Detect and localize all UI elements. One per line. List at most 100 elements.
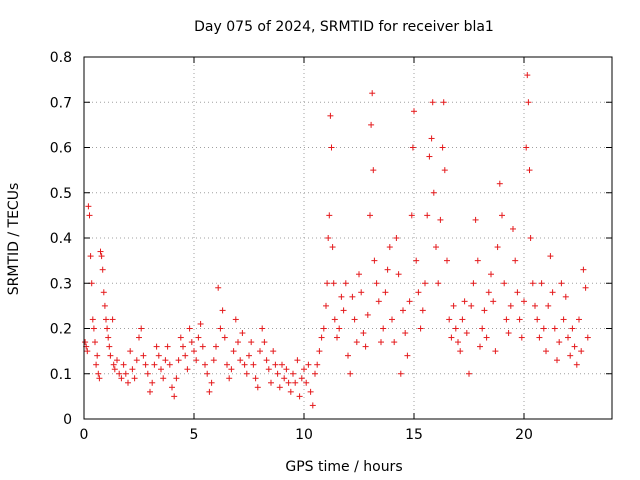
data-point (474, 257, 481, 264)
data-point (125, 379, 131, 386)
data-point (204, 370, 211, 377)
data-point (217, 325, 224, 332)
data-point (164, 343, 171, 350)
data-point (243, 370, 250, 377)
data-point (147, 388, 153, 395)
data-point (525, 99, 532, 106)
data-point (340, 307, 347, 314)
data-point (202, 361, 208, 368)
data-point (510, 225, 516, 232)
data-point (481, 307, 488, 314)
data-point (268, 379, 274, 386)
x-tick-label-3: 15 (405, 427, 423, 443)
data-point (89, 316, 96, 323)
data-point (281, 375, 288, 382)
data-point (270, 348, 277, 355)
data-point (252, 375, 259, 382)
data-point (378, 339, 384, 346)
data-point (274, 370, 281, 377)
data-point (492, 348, 499, 355)
x-tick-label-0: 0 (80, 427, 89, 443)
data-point (191, 348, 197, 355)
data-point (261, 339, 268, 346)
data-point (82, 339, 89, 346)
data-point (215, 284, 222, 291)
data-point (153, 343, 160, 350)
y-axis-label: SRMTID / TECUs (6, 183, 22, 296)
data-point (369, 90, 376, 97)
data-point (371, 257, 378, 264)
data-point (404, 352, 411, 359)
data-point (558, 280, 565, 287)
data-point (169, 384, 175, 391)
data-point (358, 289, 365, 296)
data-point (122, 370, 129, 377)
data-point (507, 302, 514, 309)
data-point (246, 352, 252, 359)
data-point (294, 357, 301, 364)
data-point (413, 257, 420, 264)
y-tick-label-5: 0.5 (50, 186, 72, 202)
data-point (331, 316, 338, 323)
data-point (393, 235, 400, 241)
data-point (477, 343, 483, 350)
data-point (239, 330, 246, 337)
data-point (584, 334, 591, 341)
x-tick-label-1: 5 (190, 427, 199, 443)
data-point (263, 357, 270, 364)
data-point (429, 99, 436, 106)
data-point (573, 361, 580, 368)
data-point (450, 302, 457, 309)
data-point (228, 366, 235, 373)
data-point (448, 334, 455, 341)
data-point (149, 379, 156, 386)
data-point (516, 316, 523, 323)
y-tick-label-7: 0.7 (50, 95, 72, 111)
data-point (235, 339, 241, 346)
data-point (325, 235, 332, 241)
data-point (90, 325, 97, 332)
data-point (109, 316, 116, 323)
data-point (545, 302, 552, 309)
data-point (512, 257, 519, 264)
data-point (501, 280, 508, 287)
data-point (326, 212, 333, 219)
data-point (402, 330, 409, 337)
data-point (166, 361, 173, 368)
data-point (532, 302, 538, 309)
data-point (534, 316, 541, 323)
data-point (565, 334, 571, 341)
data-point (208, 379, 215, 386)
data-point (441, 167, 448, 174)
data-point (158, 366, 164, 373)
data-point (95, 370, 102, 377)
y-tick-label-4: 0.4 (50, 231, 72, 247)
data-point (571, 343, 578, 350)
data-point (422, 280, 428, 287)
data-point (439, 144, 446, 151)
data-point (292, 379, 299, 386)
data-point (494, 244, 501, 251)
data-point (490, 298, 497, 305)
data-point (254, 384, 261, 391)
data-point (526, 167, 533, 174)
data-point (527, 235, 534, 241)
data-point (104, 325, 111, 332)
data-point (338, 293, 345, 300)
data-point (380, 325, 387, 332)
y-tick-label-2: 0.2 (50, 322, 72, 338)
data-point (446, 316, 453, 323)
data-point (518, 334, 525, 341)
data-point (342, 280, 349, 287)
data-point (114, 357, 120, 364)
data-point (257, 348, 263, 355)
data-point (455, 339, 461, 346)
data-point (219, 307, 226, 314)
data-point (237, 357, 244, 364)
data-point (328, 144, 335, 151)
data-point (360, 330, 367, 337)
data-point (389, 316, 395, 323)
data-point (452, 325, 459, 332)
data-point (485, 289, 492, 296)
